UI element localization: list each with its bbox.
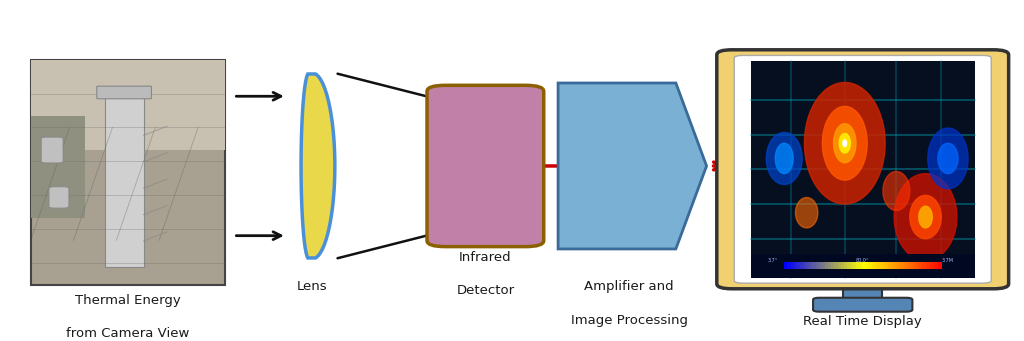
Polygon shape xyxy=(822,106,867,180)
FancyBboxPatch shape xyxy=(819,262,823,269)
FancyBboxPatch shape xyxy=(835,262,839,269)
FancyBboxPatch shape xyxy=(847,262,851,269)
FancyBboxPatch shape xyxy=(900,262,904,269)
FancyBboxPatch shape xyxy=(822,262,826,269)
FancyBboxPatch shape xyxy=(894,262,898,269)
FancyBboxPatch shape xyxy=(897,262,901,269)
Polygon shape xyxy=(834,124,856,163)
FancyBboxPatch shape xyxy=(926,262,930,269)
FancyBboxPatch shape xyxy=(787,262,792,269)
FancyBboxPatch shape xyxy=(31,116,85,218)
FancyBboxPatch shape xyxy=(859,262,864,269)
Polygon shape xyxy=(766,132,802,184)
FancyBboxPatch shape xyxy=(920,262,924,269)
FancyBboxPatch shape xyxy=(876,262,880,269)
FancyBboxPatch shape xyxy=(903,262,907,269)
FancyBboxPatch shape xyxy=(929,262,933,269)
FancyBboxPatch shape xyxy=(850,262,854,269)
FancyBboxPatch shape xyxy=(869,262,873,269)
FancyBboxPatch shape xyxy=(935,262,939,269)
FancyBboxPatch shape xyxy=(813,298,912,312)
FancyBboxPatch shape xyxy=(844,262,848,269)
FancyBboxPatch shape xyxy=(734,56,991,283)
FancyBboxPatch shape xyxy=(906,262,910,269)
FancyBboxPatch shape xyxy=(797,262,801,269)
Polygon shape xyxy=(910,195,941,239)
FancyBboxPatch shape xyxy=(932,262,936,269)
FancyBboxPatch shape xyxy=(923,262,927,269)
Polygon shape xyxy=(928,128,968,189)
Polygon shape xyxy=(938,143,958,174)
FancyBboxPatch shape xyxy=(838,262,842,269)
FancyBboxPatch shape xyxy=(41,137,63,163)
FancyBboxPatch shape xyxy=(872,262,877,269)
FancyBboxPatch shape xyxy=(791,262,795,269)
FancyBboxPatch shape xyxy=(800,262,804,269)
FancyBboxPatch shape xyxy=(104,91,143,267)
Text: 3.7°: 3.7° xyxy=(768,258,778,263)
Polygon shape xyxy=(919,206,932,228)
FancyBboxPatch shape xyxy=(831,262,836,269)
FancyBboxPatch shape xyxy=(866,262,870,269)
FancyBboxPatch shape xyxy=(31,60,225,150)
Polygon shape xyxy=(775,143,794,174)
FancyBboxPatch shape xyxy=(856,262,860,269)
Text: Detector: Detector xyxy=(457,284,514,297)
FancyBboxPatch shape xyxy=(803,262,807,269)
FancyBboxPatch shape xyxy=(882,262,886,269)
Polygon shape xyxy=(805,83,885,204)
FancyBboxPatch shape xyxy=(879,262,883,269)
Text: Amplifier and: Amplifier and xyxy=(585,281,674,294)
FancyBboxPatch shape xyxy=(49,187,69,208)
Text: Real Time Display: Real Time Display xyxy=(804,315,922,328)
Text: Lens: Lens xyxy=(297,281,328,294)
FancyBboxPatch shape xyxy=(853,262,857,269)
FancyBboxPatch shape xyxy=(717,50,1009,289)
FancyBboxPatch shape xyxy=(96,86,152,99)
Polygon shape xyxy=(843,140,847,147)
FancyBboxPatch shape xyxy=(828,262,833,269)
FancyBboxPatch shape xyxy=(885,262,889,269)
Polygon shape xyxy=(796,197,818,228)
Text: from Camera View: from Camera View xyxy=(67,327,189,340)
FancyBboxPatch shape xyxy=(888,262,892,269)
Text: Image Processing: Image Processing xyxy=(570,314,688,327)
FancyBboxPatch shape xyxy=(806,262,810,269)
Text: 3.7M: 3.7M xyxy=(942,258,954,263)
Polygon shape xyxy=(883,172,909,210)
FancyBboxPatch shape xyxy=(751,61,975,278)
Text: Thermal Energy: Thermal Energy xyxy=(75,294,181,307)
FancyBboxPatch shape xyxy=(751,254,975,278)
FancyBboxPatch shape xyxy=(794,262,798,269)
FancyBboxPatch shape xyxy=(938,262,942,269)
FancyBboxPatch shape xyxy=(812,262,817,269)
FancyBboxPatch shape xyxy=(31,60,225,285)
FancyBboxPatch shape xyxy=(891,262,895,269)
Polygon shape xyxy=(301,74,335,258)
FancyBboxPatch shape xyxy=(913,262,918,269)
FancyBboxPatch shape xyxy=(862,262,867,269)
FancyBboxPatch shape xyxy=(844,284,883,302)
FancyBboxPatch shape xyxy=(825,262,829,269)
FancyBboxPatch shape xyxy=(427,85,544,247)
FancyBboxPatch shape xyxy=(809,262,813,269)
FancyBboxPatch shape xyxy=(909,262,914,269)
Polygon shape xyxy=(840,133,850,153)
FancyBboxPatch shape xyxy=(916,262,921,269)
FancyBboxPatch shape xyxy=(841,262,845,269)
Text: Infrared: Infrared xyxy=(459,251,512,264)
FancyBboxPatch shape xyxy=(816,262,820,269)
PathPatch shape xyxy=(558,83,707,249)
Polygon shape xyxy=(894,174,956,261)
FancyBboxPatch shape xyxy=(784,262,788,269)
Text: 80.0°: 80.0° xyxy=(856,258,869,263)
